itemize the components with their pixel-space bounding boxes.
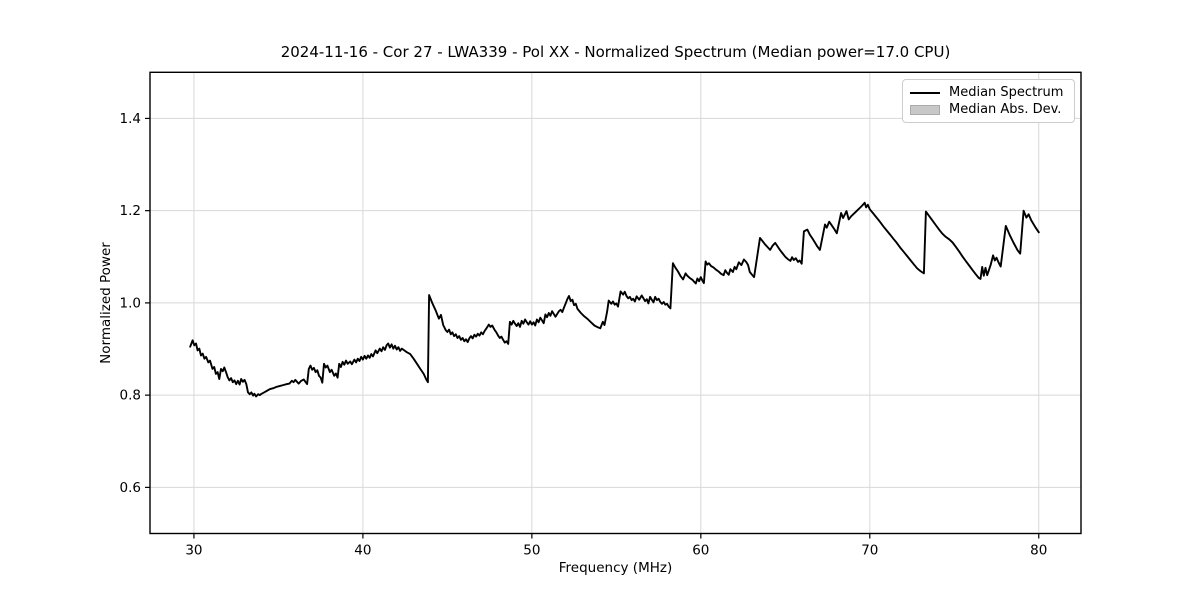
y-tick-label: 0.6 [120,480,141,496]
y-tick-label: 1.0 [120,295,141,311]
x-tick-label: 70 [861,543,878,559]
x-tick-label: 60 [692,543,709,559]
axes-spines [149,71,1082,535]
x-tick-label: 40 [354,543,371,559]
patch-swatch [910,104,940,115]
legend-label: Median Spectrum [949,85,1064,100]
legend-label: Median Abs. Dev. [949,102,1062,117]
x-tick-label: 30 [185,543,202,559]
y-axis-label: Normalized Power [98,242,114,364]
x-tick-label: 50 [523,543,540,559]
chart-title: 2024-11-16 - Cor 27 - LWA339 - Pol XX - … [280,43,951,61]
y-tick-label: 1.2 [120,203,141,219]
line-swatch [910,91,940,94]
legend-item-median-spectrum: Median Spectrum [910,86,1067,99]
median-spectrum-line [189,201,1040,398]
y-tick-label: 0.8 [120,388,141,404]
legend: Median Spectrum Median Abs. Dev. [902,79,1075,123]
x-tick-label: 80 [1030,543,1047,559]
x-axis-label: Frequency (MHz) [558,560,673,576]
legend-item-median-abs-dev: Median Abs. Dev. [910,103,1067,116]
y-tick-label: 1.4 [120,111,141,127]
